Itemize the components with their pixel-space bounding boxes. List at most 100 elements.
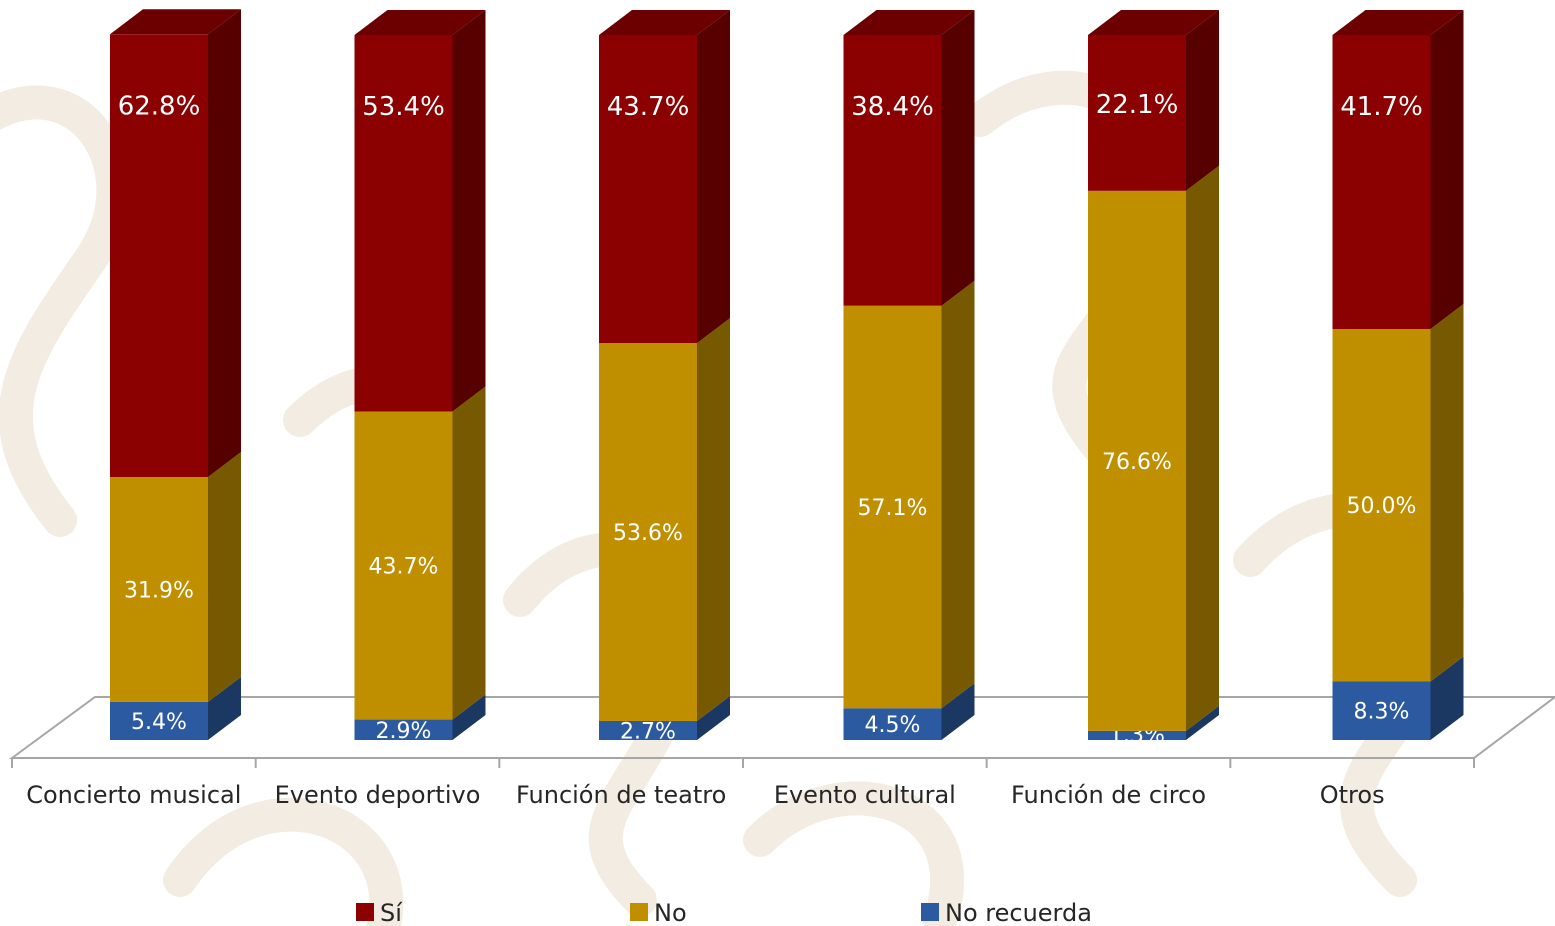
bar (110, 34, 208, 478)
bar-segment: 50.0% (1332, 303, 1464, 682)
bar-group: 4.5% 57.1% 38.4% (843, 10, 975, 740)
bar-segment: 31.9% (110, 452, 241, 702)
bar (1332, 328, 1431, 682)
bar (843, 305, 942, 709)
bar-side (1186, 165, 1219, 731)
bar (110, 701, 208, 740)
legend: Sí No No recuerda (356, 899, 1092, 926)
bar-segment: 22.1% (1088, 10, 1219, 191)
legend-label: No (654, 899, 687, 926)
bar-segment: 8.3% (1332, 656, 1464, 740)
bar-side (452, 10, 486, 412)
bar-segment: 5.4% (110, 676, 241, 740)
watermark-swirl (743, 781, 964, 926)
bar-segment: 53.4% (354, 10, 486, 412)
bar-side (452, 386, 486, 720)
x-axis-labels: Concierto musical Evento deportivo Función… (26, 781, 1384, 809)
bar-side (208, 9, 241, 478)
data-label: 2.9% (376, 719, 432, 744)
x-tick-label: Función de teatro (516, 781, 726, 809)
bar (1332, 681, 1431, 740)
floor-plane (8, 696, 1555, 759)
bar-segment: 43.7% (599, 10, 730, 344)
bar-side (941, 280, 975, 709)
bar-top (599, 10, 730, 35)
x-tick-label: Evento cultural (774, 781, 956, 809)
legend-swatch (356, 903, 374, 921)
bar-group: 8.3% 50.0% 41.7% (1332, 10, 1464, 740)
bar (110, 477, 208, 702)
data-label: 43.7% (607, 92, 690, 122)
chart-floor (8, 696, 1555, 768)
bar-side (1186, 705, 1219, 740)
bar-segment: 57.1% (843, 280, 975, 709)
data-label: 76.6% (1102, 450, 1172, 475)
bar-top (110, 9, 241, 35)
bar-top (1332, 10, 1464, 35)
legend-swatch (921, 903, 939, 921)
data-label: 31.9% (124, 578, 194, 603)
legend-swatch (630, 903, 648, 921)
bar-top (843, 10, 975, 35)
data-label: 2.7% (620, 719, 676, 744)
bar (599, 720, 697, 740)
bar-segment: 4.5% (843, 683, 975, 740)
bar-segment: 2.7% (599, 695, 730, 744)
bar (354, 35, 453, 412)
data-label: 50.0% (1347, 494, 1417, 519)
bar-segment: 38.4% (843, 10, 975, 306)
bar-side (941, 683, 975, 740)
bar-side (1430, 10, 1464, 329)
bar-group: 2.7% 53.6% 43.7% (599, 10, 730, 744)
bar-segment: 53.6% (599, 318, 730, 721)
bar-segment: 2.9% (354, 694, 486, 744)
bar-segment: 41.7% (1332, 10, 1464, 329)
bar (1088, 190, 1186, 731)
bar (354, 719, 453, 740)
legend-item: No (630, 899, 687, 926)
data-label: 57.1% (858, 496, 928, 521)
bar (1088, 35, 1186, 191)
bar-side (208, 676, 241, 740)
bar-side (1430, 656, 1464, 740)
bar-side (208, 452, 241, 702)
data-label: 53.6% (613, 521, 683, 546)
legend-label: No recuerda (945, 899, 1092, 926)
bar-group: 5.4% 31.9% 62.8% (110, 9, 241, 740)
bar-top (1088, 10, 1219, 35)
x-tick-label: Concierto musical (26, 781, 241, 809)
bar (599, 343, 697, 721)
bar (354, 411, 453, 720)
bar-side (1430, 303, 1464, 682)
data-label: 22.1% (1096, 90, 1179, 120)
bar-side (697, 695, 730, 740)
watermark-swirl (163, 797, 404, 926)
x-tick-label: Evento deportivo (275, 781, 481, 809)
bar-group: 1.3%76.6%22.1% (1088, 10, 1219, 748)
data-label: 41.7% (1340, 92, 1423, 122)
data-label: 4.5% (865, 713, 921, 738)
bar-side (452, 694, 486, 740)
data-label: 43.7% (369, 555, 439, 580)
bar-side (941, 10, 975, 306)
bar-segment: 43.7% (354, 386, 486, 720)
bar-segment: 62.8% (110, 9, 241, 478)
bar-side (1186, 10, 1219, 191)
data-label: 62.8% (118, 91, 201, 121)
bar (599, 35, 697, 344)
legend-item: Sí (356, 899, 403, 926)
data-label: 38.4% (851, 92, 934, 122)
bars-layer: 5.4% 31.9% 62.8% 2.9% 43.7% 53.4% 2.7% 53.6% 43.… (110, 9, 1464, 748)
data-label: 53.4% (362, 92, 445, 122)
x-tick-label: Otros (1320, 781, 1385, 809)
bar (843, 35, 942, 306)
data-label: 5.4% (131, 710, 187, 735)
bar-side (697, 10, 730, 344)
bar (1332, 35, 1431, 329)
watermark-swirl (0, 85, 131, 537)
bar-side (697, 318, 730, 721)
bar (843, 708, 942, 740)
x-tick-label: Función de circo (1011, 781, 1206, 809)
